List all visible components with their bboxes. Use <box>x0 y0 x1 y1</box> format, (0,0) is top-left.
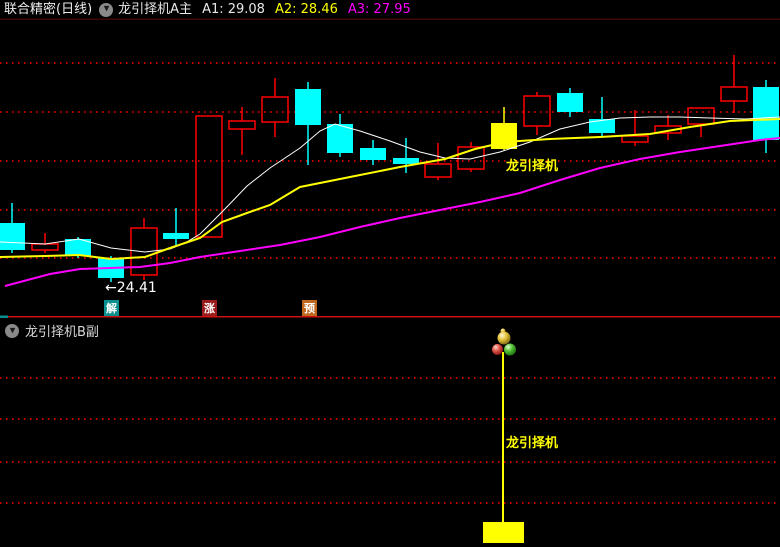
signal-marker: 预 <box>302 300 317 316</box>
chevron-down-icon[interactable] <box>99 2 114 17</box>
main-signal-label: 龙引择机 <box>506 159 559 174</box>
chart-header: 联合精密(日线) 龙引择机A主 A1: 29.08 A2: 28.46 A3: … <box>0 0 780 19</box>
panel-divider-accent <box>0 315 8 318</box>
ma-yellow <box>0 118 780 261</box>
chevron-down-icon[interactable] <box>5 323 19 338</box>
indicator-value-a3: A3: 27.95 <box>347 2 411 17</box>
indicator-name[interactable]: 龙引择机A主 <box>118 2 193 17</box>
sub-panel-header: 龙引择机B副 <box>5 321 99 340</box>
stock-title: 联合精密(日线) <box>4 2 93 17</box>
panel-divider <box>0 316 780 318</box>
ma-magenta <box>4 137 780 287</box>
gridlines <box>0 62 780 504</box>
low-price-annotation: ←24.41 <box>105 280 157 296</box>
header-divider <box>0 18 780 20</box>
signal-marker: 解 <box>104 300 119 316</box>
candlesticks <box>0 55 779 282</box>
sub-signal-indicator <box>483 352 524 543</box>
indicator-value-a2: A2: 28.46 <box>274 2 338 17</box>
ma-white <box>0 116 780 253</box>
three-balls-icon <box>492 328 516 356</box>
sub-panel-title[interactable]: 龙引择机B副 <box>25 325 99 340</box>
indicator-value-a1: A1: 29.08 <box>202 2 265 17</box>
sub-signal-label: 龙引择机 <box>506 436 559 451</box>
signal-marker: 涨 <box>202 300 217 316</box>
